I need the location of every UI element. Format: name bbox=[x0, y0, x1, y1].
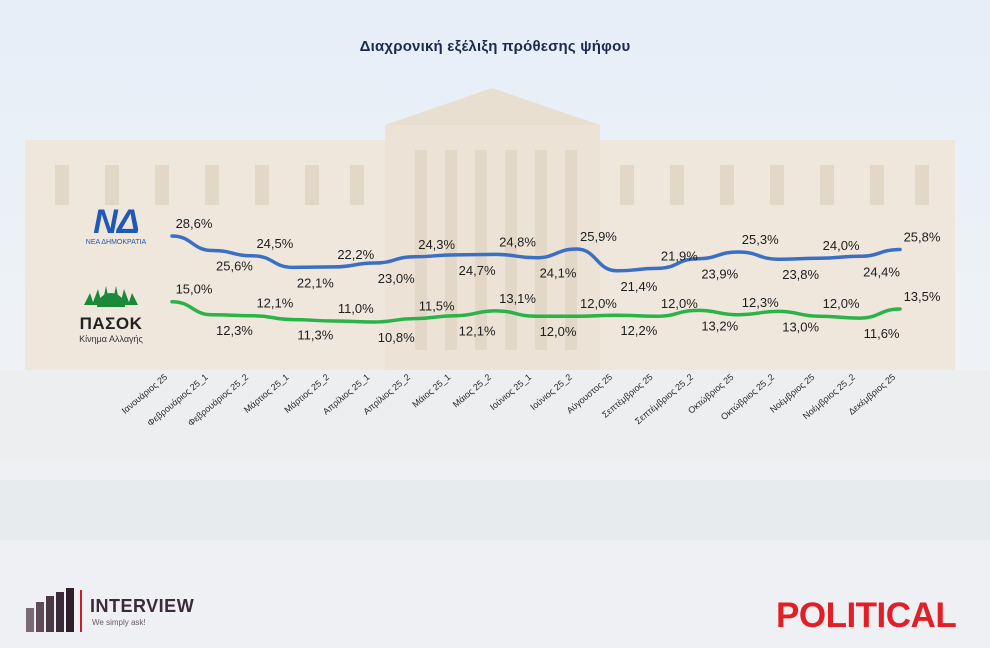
nd-data-label: 24,1% bbox=[540, 266, 577, 281]
nd-data-label: 23,8% bbox=[782, 267, 819, 282]
x-tick-label: Μάιος 25_2 bbox=[451, 372, 493, 410]
nd-data-label: 24,0% bbox=[823, 238, 860, 253]
pasok-data-label: 11,0% bbox=[338, 301, 374, 316]
interview-bars-icon bbox=[26, 588, 82, 632]
pasok-data-label: 13,1% bbox=[499, 291, 536, 306]
interview-logo-name: INTERVIEW bbox=[90, 596, 195, 616]
nd-data-label: 25,9% bbox=[580, 229, 617, 244]
nd-series-line bbox=[170, 234, 902, 273]
nd-data-label: 23,9% bbox=[701, 267, 738, 282]
nd-data-label: 24,4% bbox=[863, 264, 900, 279]
pasok-logo: ΠΑΣΟΚ Κίνημα Αλλαγής bbox=[62, 285, 160, 347]
x-tick-label: Μάιος 25_1 bbox=[410, 372, 452, 410]
pasok-data-label: 12,0% bbox=[580, 296, 617, 311]
nd-data-label: 22,1% bbox=[297, 275, 334, 290]
pasok-data-label: 12,0% bbox=[540, 324, 577, 339]
nd-data-label: 24,3% bbox=[418, 237, 455, 252]
x-tick-label: Ιούνιος 25_1 bbox=[488, 372, 533, 412]
pasok-data-label: 12,1% bbox=[459, 324, 496, 339]
pasok-data-label: 11,6% bbox=[864, 326, 900, 341]
pasok-data-label: 13,2% bbox=[701, 318, 738, 333]
pasok-data-label: 12,0% bbox=[661, 296, 698, 311]
pasok-data-label: 12,0% bbox=[823, 296, 860, 311]
nd-data-label: 25,6% bbox=[216, 258, 253, 273]
pasok-logo-name: ΠΑΣΟΚ bbox=[79, 314, 143, 333]
pasok-data-label: 12,3% bbox=[216, 323, 253, 338]
nd-data-label: 25,3% bbox=[742, 232, 779, 247]
pasok-data-label: 10,8% bbox=[378, 330, 415, 345]
nd-data-label: 25,8% bbox=[904, 230, 941, 245]
nd-data-label: 21,9% bbox=[661, 248, 698, 263]
pasok-data-label: 13,0% bbox=[782, 319, 819, 334]
pasok-data-label: 13,5% bbox=[904, 289, 941, 304]
pasok-data-label: 12,2% bbox=[620, 323, 657, 338]
interview-logo-tagline: We simply ask! bbox=[92, 618, 146, 627]
nd-data-label: 24,5% bbox=[256, 236, 293, 251]
pasok-data-label: 15,0% bbox=[176, 282, 213, 297]
nd-logo: ΝΔ ΝΕΑ ΔΗΜΟΚΡΑΤΙΑ bbox=[78, 205, 154, 249]
nd-data-label: 24,7% bbox=[459, 263, 496, 278]
nd-data-label: 23,0% bbox=[378, 271, 415, 286]
pasok-sun-icon bbox=[84, 286, 138, 307]
nd-logo-subtitle: ΝΕΑ ΔΗΜΟΚΡΑΤΙΑ bbox=[85, 239, 147, 246]
pasok-data-label: 12,1% bbox=[256, 296, 293, 311]
interview-logo: INTERVIEW We simply ask! bbox=[26, 588, 246, 634]
nd-logo-mark: ΝΔ bbox=[93, 203, 139, 241]
nd-data-label: 28,6% bbox=[176, 216, 213, 231]
nd-data-label: 22,2% bbox=[337, 247, 374, 262]
pasok-data-label: 11,3% bbox=[297, 328, 333, 343]
nd-data-label: 21,4% bbox=[620, 279, 657, 294]
nd-data-label: 24,8% bbox=[499, 234, 536, 249]
pasok-logo-subtitle: Κίνημα Αλλαγής bbox=[79, 334, 143, 344]
pasok-series-line bbox=[170, 299, 902, 324]
chart-title: Διαχρονική εξέλιξη πρόθεσης ψήφου bbox=[359, 38, 631, 55]
political-logo: POLITICAL bbox=[776, 596, 957, 635]
pasok-data-label: 11,5% bbox=[419, 299, 455, 314]
pasok-data-label: 12,3% bbox=[742, 295, 779, 310]
